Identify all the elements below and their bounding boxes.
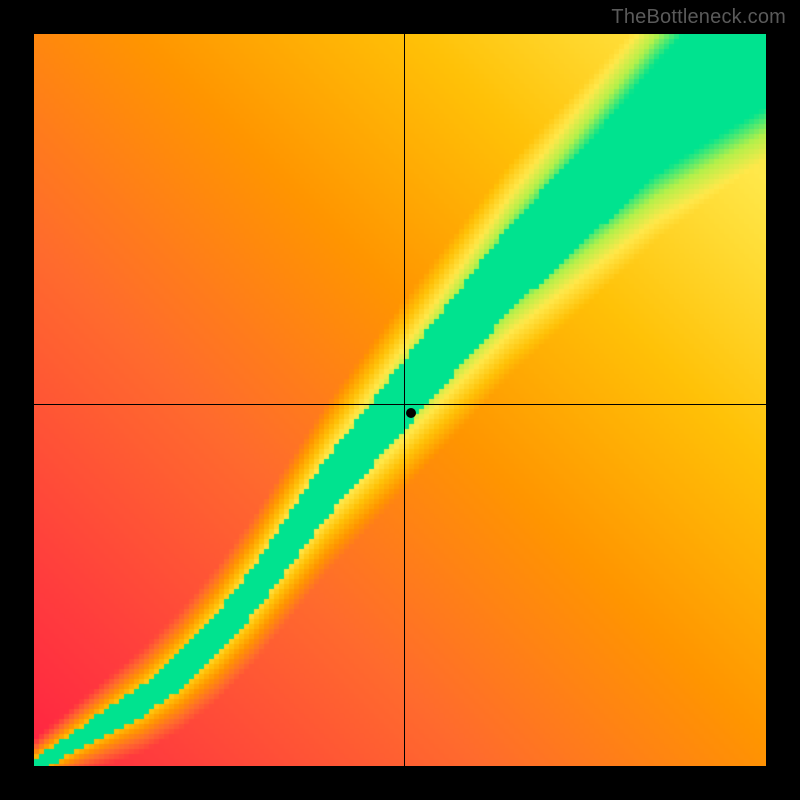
crosshair-horizontal [34,404,766,405]
watermark-text: TheBottleneck.com [611,6,786,29]
heatmap-canvas [34,34,766,766]
plot-area [34,34,766,766]
chart-container: TheBottleneck.com [0,0,800,800]
selection-marker [406,408,416,418]
crosshair-vertical [404,34,405,766]
